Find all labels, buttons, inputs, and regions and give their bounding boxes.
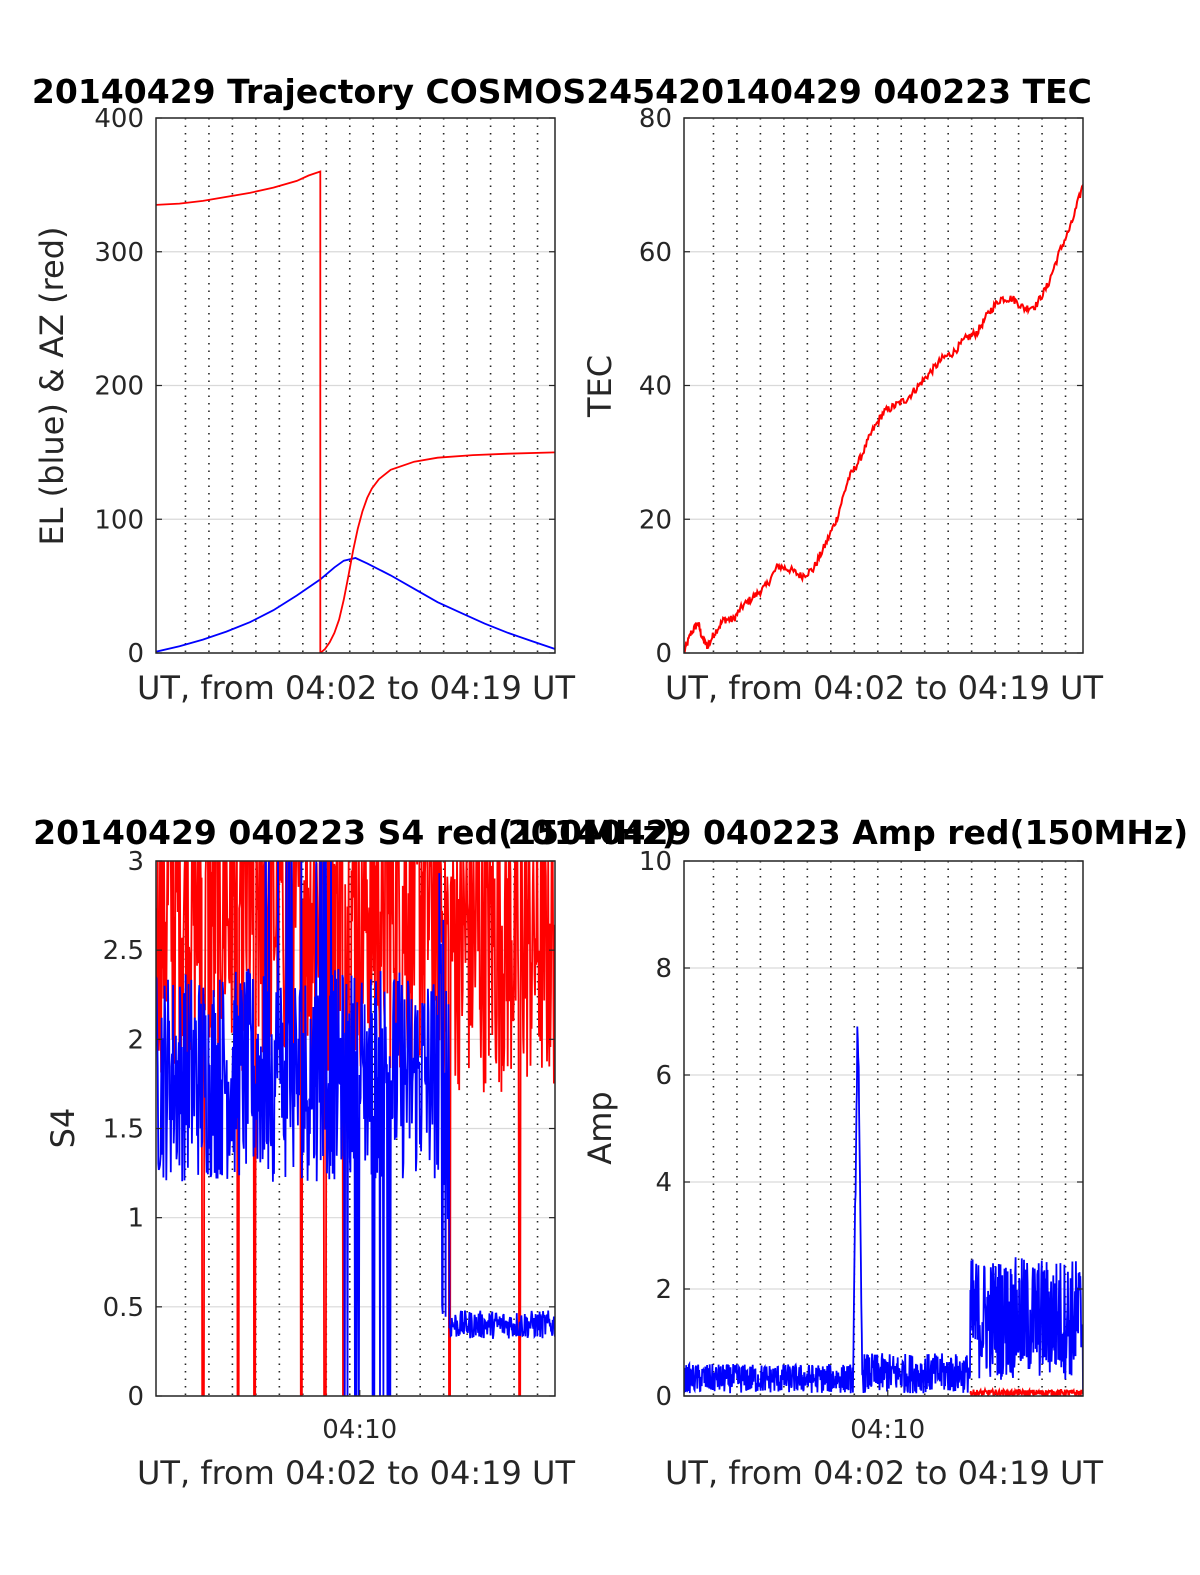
y-tick-label: 10 — [639, 847, 672, 877]
y-tick-label: 400 — [94, 104, 144, 134]
panel-trajectory-series — [156, 170, 555, 653]
series-group — [156, 861, 555, 1396]
panel-tec-title: 20140429 040223 TEC — [678, 72, 1092, 111]
panel-trajectory-ylabel: EL (blue) & AZ (red) — [33, 226, 71, 545]
y-tick-label: 0.5 — [103, 1293, 144, 1323]
series-line-red — [969, 1386, 1083, 1396]
panel-trajectory: 20140429 Trajectory COSMOS2454 010020030… — [32, 72, 678, 707]
series-line-blue — [156, 557, 555, 653]
y-tick-label: 0 — [655, 1382, 672, 1412]
y-tick-label: 2 — [655, 1275, 672, 1305]
y-tick-label: 3 — [127, 847, 144, 877]
panel-trajectory-xlabel: UT, from 04:02 to 04:19 UT — [137, 669, 575, 707]
x-tick-label: 04:10 — [850, 1415, 925, 1445]
y-tick-label: 4 — [655, 1168, 672, 1198]
series-group — [156, 170, 555, 653]
y-tick-label: 2.5 — [103, 936, 144, 966]
panel-s4-xlabel: UT, from 04:02 to 04:19 UT — [137, 1454, 575, 1492]
panel-s4-series — [156, 861, 555, 1396]
panel-tec-series — [684, 184, 1083, 653]
panel-amp-ticks: 0 2 4 6 8 10 04:10 — [639, 847, 1083, 1445]
series-group — [684, 184, 1083, 653]
y-tick-label: 40 — [639, 372, 672, 402]
series-line-red — [684, 184, 1083, 653]
y-tick-label: 2 — [127, 1025, 144, 1055]
panel-tec-ylabel: TEC — [581, 355, 619, 418]
panel-s4-ticks: 0 0.5 1 1.5 2 2.5 3 04:10 — [103, 847, 555, 1445]
y-tick-label: 20 — [639, 505, 672, 535]
panel-s4-title: 20140429 040223 S4 red(150MHz) — [33, 813, 677, 852]
series-line-blue — [156, 861, 555, 1396]
series-group — [684, 1026, 1083, 1396]
panel-amp-axes-box — [683, 860, 1084, 1397]
panel-tec: 20140429 040223 TEC 0 20 40 60 80 UT, from 0… — [581, 72, 1103, 707]
series-line-red — [156, 170, 555, 653]
x-tick-label: 04:10 — [322, 1415, 397, 1445]
panel-tec-ticks: 0 20 40 60 80 — [639, 104, 1083, 669]
series-line-red — [156, 861, 555, 1396]
y-tick-label: 300 — [94, 238, 144, 268]
y-tick-label: 0 — [655, 639, 672, 669]
panel-amp-title: 20140429 040223 Amp red(150MHz) — [508, 813, 1188, 852]
y-tick-label: 1 — [127, 1204, 144, 1234]
y-tick-label: 8 — [655, 954, 672, 984]
panel-s4: 20140429 040223 S4 red(150MHz) 0 0.5 1 1.5 2… — [33, 813, 677, 1492]
series-line-blue — [684, 1026, 1083, 1394]
y-tick-label: 60 — [639, 238, 672, 268]
panel-amp: 20140429 040223 Amp red(150MHz) 02468100… — [508, 813, 1188, 1492]
panel-amp-series — [684, 1026, 1083, 1396]
y-tick-label: 80 — [639, 104, 672, 134]
panel-tec-xlabel: UT, from 04:02 to 04:19 UT — [665, 669, 1103, 707]
y-tick-label: 0 — [127, 639, 144, 669]
y-tick-label: 1.5 — [103, 1115, 144, 1145]
y-tick-label: 200 — [94, 372, 144, 402]
panel-amp-xlabel: UT, from 04:02 to 04:19 UT — [665, 1454, 1103, 1492]
panel-s4-ylabel: S4 — [44, 1108, 82, 1149]
panel-trajectory-ticks: 0 100 200 300 400 — [94, 104, 555, 669]
panel-trajectory-title: 20140429 Trajectory COSMOS2454 — [32, 72, 678, 111]
panel-amp-ylabel: Amp — [581, 1091, 619, 1164]
y-tick-label: 6 — [655, 1061, 672, 1091]
y-tick-label: 0 — [127, 1382, 144, 1412]
y-tick-label: 100 — [94, 505, 144, 535]
